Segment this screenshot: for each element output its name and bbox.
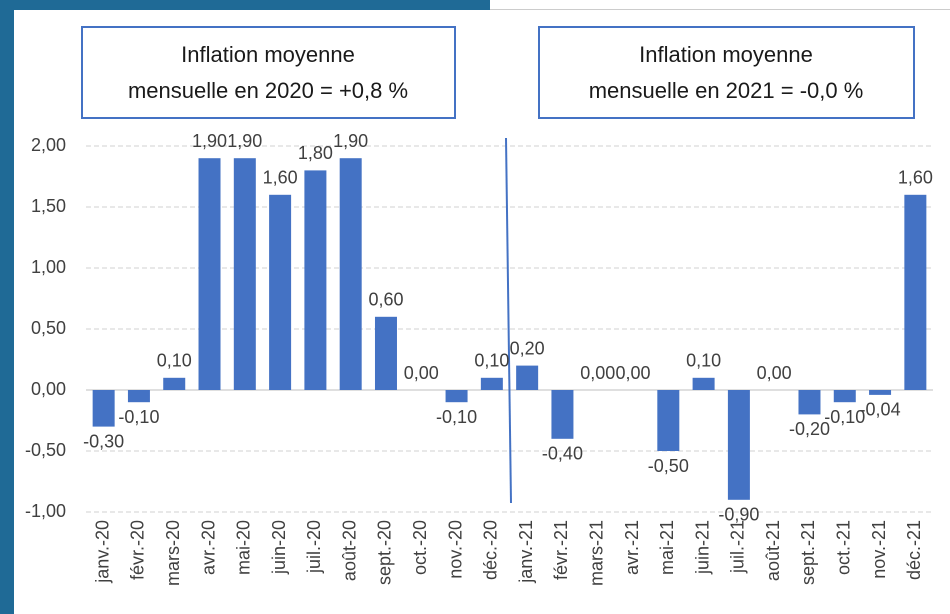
value-label: 1,80 (298, 143, 333, 163)
bar (92, 390, 115, 427)
x-tick-label: oct.-20 (410, 520, 430, 575)
x-tick-label: mars-21 (586, 520, 606, 586)
value-label: 0,00 (580, 363, 615, 383)
value-label: -0,10 (436, 407, 477, 427)
value-label: -0,50 (648, 456, 689, 476)
x-tick-label: sept.-20 (375, 520, 395, 585)
value-label: -0,10 (118, 407, 159, 427)
y-tick-label: -1,00 (25, 501, 66, 521)
x-tick-label: juil.-21 (728, 520, 748, 574)
y-tick-label: 2,00 (31, 135, 66, 155)
y-tick-label: 1,00 (31, 257, 66, 277)
value-label: -0,20 (789, 419, 830, 439)
value-label: -0,10 (824, 407, 865, 427)
x-tick-label: déc.-21 (904, 520, 924, 580)
value-label: 0,10 (474, 351, 509, 371)
x-tick-label: août-20 (339, 520, 359, 581)
bar (269, 194, 292, 390)
x-tick-label: avr.-21 (622, 520, 642, 575)
bar (304, 170, 327, 390)
bar (339, 158, 362, 390)
value-label: 1,90 (333, 131, 368, 151)
bar (445, 390, 468, 403)
bar (198, 158, 221, 390)
x-tick-label: avr.-20 (198, 520, 218, 575)
y-tick-label: 0,50 (31, 318, 66, 338)
bar (127, 390, 150, 403)
value-label: 0,00 (404, 363, 439, 383)
top-rule (490, 9, 950, 10)
x-tick-label: oct.-21 (834, 520, 854, 575)
year-separator (505, 137, 512, 504)
x-tick-label: nov.-20 (445, 520, 465, 579)
annotation-box (538, 26, 915, 119)
annotation: Inflation moyenne (639, 42, 813, 67)
value-label: 0,00 (757, 363, 792, 383)
bar (657, 390, 680, 451)
x-tick-label: déc.-20 (481, 520, 501, 580)
annotation-box (81, 26, 456, 119)
x-tick-label: juin-20 (269, 520, 289, 575)
x-tick-label: sept.-21 (798, 520, 818, 585)
value-label: 0,20 (510, 338, 545, 358)
y-tick-label: 0,00 (31, 379, 66, 399)
x-tick-label: janv.-20 (92, 520, 112, 584)
value-label: -0,04 (860, 400, 901, 420)
bar (551, 390, 574, 439)
top-stripe (0, 0, 490, 10)
bar (869, 390, 892, 395)
y-tick-label: -0,50 (25, 440, 66, 460)
x-tick-label: mai-21 (657, 520, 677, 575)
x-tick-label: févr.-21 (551, 520, 571, 580)
value-label: 0,00 (615, 363, 650, 383)
value-label: 1,60 (263, 168, 298, 188)
bar (904, 194, 927, 390)
bar (516, 365, 539, 390)
bar (374, 316, 397, 390)
annotation: mensuelle en 2021 = -0,0 % (589, 78, 864, 103)
annotation: mensuelle en 2020 = +0,8 % (128, 78, 408, 103)
value-label: 1,90 (192, 131, 227, 151)
x-tick-label: mai-20 (234, 520, 254, 575)
x-tick-label: mars-20 (163, 520, 183, 586)
annotation: Inflation moyenne (181, 42, 355, 67)
bar (233, 158, 256, 390)
value-label: -0,40 (542, 444, 583, 464)
x-tick-label: août-21 (763, 520, 783, 581)
y-tick-label: 1,50 (31, 196, 66, 216)
value-label: 1,60 (898, 168, 933, 188)
value-label: -0,90 (718, 505, 759, 525)
side-stripe (0, 0, 14, 614)
bar (480, 377, 503, 390)
x-tick-label: nov.-21 (869, 520, 889, 579)
x-tick-label: févr.-20 (128, 520, 148, 580)
x-tick-label: janv.-21 (516, 520, 536, 584)
value-label: -0,30 (83, 431, 124, 451)
value-label: 0,10 (686, 351, 721, 371)
bar (692, 377, 715, 390)
bar (727, 390, 750, 500)
x-tick-label: juil.-20 (304, 520, 324, 574)
value-label: 0,10 (157, 351, 192, 371)
bar (163, 377, 186, 390)
bar (798, 390, 821, 415)
bar (833, 390, 856, 403)
value-label: 1,90 (227, 131, 262, 151)
value-label: 0,60 (368, 290, 403, 310)
x-tick-label: juin-21 (692, 520, 712, 575)
